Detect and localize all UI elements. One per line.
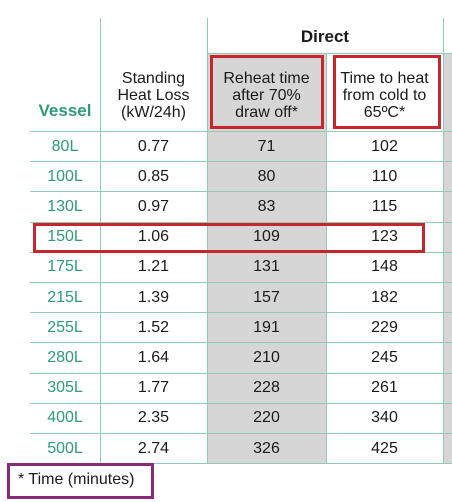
shaded-right-strip bbox=[443, 53, 452, 463]
vline-a bbox=[100, 18, 101, 463]
cell-reheat-time: 220 bbox=[253, 409, 280, 427]
row-divider bbox=[30, 191, 452, 193]
cell-standing-heat-loss: 1.21 bbox=[137, 258, 170, 276]
cell-reheat-time: 109 bbox=[253, 228, 280, 246]
row-divider bbox=[30, 221, 452, 223]
header-vessel: Vessel bbox=[38, 100, 92, 120]
highlight-reheat-header bbox=[210, 55, 324, 129]
cell-time-to-heat: 148 bbox=[371, 258, 398, 276]
vline-b bbox=[207, 18, 208, 463]
cell-vessel: 500L bbox=[47, 439, 83, 457]
cell-vessel: 175L bbox=[47, 258, 83, 276]
cell-standing-heat-loss: 1.39 bbox=[137, 288, 170, 306]
header-heat-line-2: from cold to bbox=[342, 86, 427, 104]
row-divider bbox=[30, 342, 452, 344]
cell-time-to-heat: 425 bbox=[371, 439, 398, 457]
header-heat-line-1: Time to heat bbox=[340, 69, 429, 87]
highlight-footnote bbox=[7, 463, 154, 499]
row-divider bbox=[30, 402, 452, 404]
cell-reheat-time: 80 bbox=[257, 167, 276, 185]
highlight-row-150l bbox=[33, 223, 425, 253]
row-divider bbox=[30, 433, 452, 434]
cell-time-to-heat: 261 bbox=[371, 379, 398, 397]
row-divider bbox=[30, 372, 452, 374]
cell-reheat-time: 191 bbox=[253, 318, 280, 336]
footnote: * Time (minutes) bbox=[18, 471, 135, 488]
cell-time-to-heat: 110 bbox=[371, 167, 398, 185]
cell-reheat-time: 131 bbox=[253, 258, 280, 276]
cell-reheat-time: 326 bbox=[253, 439, 280, 457]
header-heat-line-3: 65ºC* bbox=[363, 103, 406, 121]
cell-standing-heat-loss: 2.74 bbox=[137, 439, 170, 457]
cell-standing-heat-loss: 2.35 bbox=[137, 409, 170, 427]
cell-vessel: 400L bbox=[47, 409, 83, 427]
cell-standing-heat-loss: 1.52 bbox=[137, 318, 170, 336]
header-loss-line-2: Heat Loss bbox=[117, 86, 190, 104]
cell-vessel: 150L bbox=[47, 228, 83, 246]
cell-reheat-time: 83 bbox=[257, 197, 276, 215]
cell-time-to-heat: 123 bbox=[371, 228, 398, 246]
cell-time-to-heat: 229 bbox=[371, 318, 398, 336]
row-divider bbox=[30, 282, 452, 283]
cell-vessel: 255L bbox=[47, 318, 83, 336]
cell-time-to-heat: 245 bbox=[371, 348, 398, 366]
header-reheat-line-1: Reheat time bbox=[223, 69, 310, 87]
header-loss-line-1: Standing bbox=[121, 69, 186, 87]
vline-d bbox=[443, 18, 444, 463]
cell-reheat-time: 210 bbox=[253, 348, 280, 366]
header-direct: Direct bbox=[300, 27, 350, 46]
shaded-reheat-column bbox=[207, 53, 326, 463]
cell-time-to-heat: 102 bbox=[371, 137, 398, 155]
header-standing-heat-loss: Standing Heat Loss (kW/24h) bbox=[100, 62, 207, 128]
vline-c bbox=[326, 53, 327, 463]
cell-standing-heat-loss: 0.77 bbox=[137, 137, 170, 155]
header-top-line bbox=[207, 53, 452, 54]
cell-standing-heat-loss: 1.06 bbox=[137, 228, 170, 246]
header-bottom-line bbox=[30, 131, 452, 132]
cell-standing-heat-loss: 0.97 bbox=[137, 197, 170, 215]
row-divider bbox=[30, 161, 452, 163]
highlight-heat-header bbox=[333, 55, 441, 129]
row-divider bbox=[30, 463, 452, 465]
cell-vessel: 100L bbox=[47, 167, 83, 185]
cell-vessel: 215L bbox=[47, 288, 83, 306]
header-loss-line-3: (kW/24h) bbox=[121, 103, 186, 121]
cell-time-to-heat: 115 bbox=[371, 197, 398, 215]
cell-reheat-time: 157 bbox=[253, 288, 280, 306]
cell-time-to-heat: 340 bbox=[371, 409, 398, 427]
cell-reheat-time: 71 bbox=[257, 137, 276, 155]
header-reheat-line-2: after 70% bbox=[232, 86, 301, 104]
cell-vessel: 280L bbox=[47, 348, 83, 366]
header-time-to-heat: Time to heat from cold to 65ºC* bbox=[326, 62, 443, 128]
header-reheat-line-3: draw off* bbox=[235, 103, 298, 121]
cell-vessel: 130L bbox=[47, 197, 83, 215]
cell-standing-heat-loss: 1.77 bbox=[137, 379, 170, 397]
row-divider bbox=[30, 312, 452, 314]
cell-vessel: 80L bbox=[51, 137, 79, 155]
cell-standing-heat-loss: 0.85 bbox=[137, 167, 170, 185]
cell-reheat-time: 228 bbox=[253, 379, 280, 397]
cell-standing-heat-loss: 1.64 bbox=[137, 348, 170, 366]
cell-vessel: 305L bbox=[47, 379, 83, 397]
cell-time-to-heat: 182 bbox=[371, 288, 398, 306]
header-reheat-time: Reheat time after 70% draw off* bbox=[207, 62, 326, 128]
